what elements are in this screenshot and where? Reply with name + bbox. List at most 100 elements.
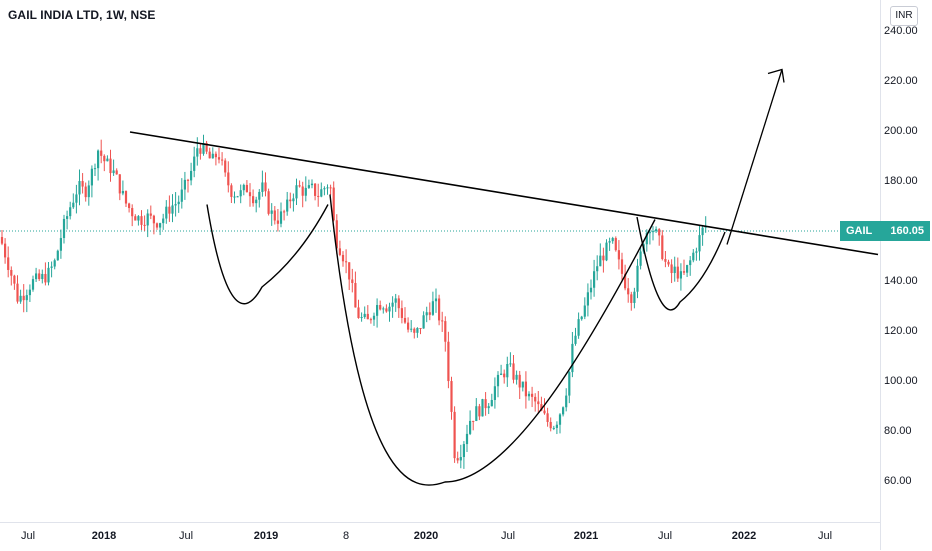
candle-body [593,271,596,288]
x-tick-label: 2021 [573,530,599,542]
candle-body [28,289,31,296]
candle-body [413,328,416,333]
candle-body [72,202,75,208]
candle-body [431,301,434,315]
candle-body [174,204,177,206]
candle-body [19,295,22,302]
candle-body [543,410,546,414]
x-tick-label: Jul [657,530,673,542]
candle-body [35,273,38,280]
candle-body [239,190,242,197]
price-axis[interactable] [880,0,932,550]
candle-body [38,273,41,280]
candle-body [469,420,472,434]
candle-body [329,187,332,189]
candle-body [624,273,627,289]
candle-body [69,207,72,217]
chart-area[interactable] [0,0,880,522]
candle-body [289,199,292,202]
candle-body [391,302,394,307]
currency-button[interactable]: INR [890,6,918,26]
x-tick-label: 2019 [253,530,279,542]
candle-body [428,312,431,315]
candle-body [124,191,128,204]
candle-body [397,298,400,309]
candle-body [379,305,382,310]
candle-body [295,185,298,199]
candle-body [682,271,686,273]
candle-body [571,343,574,373]
candle-body [193,156,196,171]
candle-body [546,413,549,422]
y-tick-label: 140.00 [884,275,918,287]
candle-body [555,424,558,428]
candle-body [304,187,307,196]
candle-body [478,406,481,417]
candle-body [487,406,490,409]
candle-body [258,191,261,200]
candle-body [196,148,199,157]
candle-body [245,184,248,193]
cup-arc [329,194,656,486]
candle-body [56,250,59,261]
candle-body [475,406,478,421]
candle-body [16,283,19,302]
candle-body [298,185,301,187]
candle-body [527,393,531,397]
candle-body [586,292,589,306]
candle-body [366,313,369,320]
candle-body [608,241,611,243]
candle-body [134,216,137,221]
candle-body [444,321,447,342]
candle-body [93,168,97,170]
candle-body [261,182,264,192]
candle-body [493,386,496,400]
candle-body [286,199,289,212]
candle-body [31,279,35,290]
candle-body [233,196,236,198]
candle-body [568,372,571,396]
x-tick-label: 2022 [731,530,757,542]
candle-body [78,181,81,195]
candle-body [162,218,165,224]
candle-body [168,206,171,214]
candle-body [456,458,459,461]
candle-body [583,305,586,317]
candle-body [248,192,252,197]
candle-body [645,232,648,245]
candle-body [50,266,53,268]
breakout-arrow-head [767,68,785,83]
candle-body [611,238,614,242]
candle-body [400,308,403,318]
candle-body [506,363,509,378]
candles-group [0,134,707,469]
candle-body [686,265,689,273]
candle-body [165,206,168,219]
candle-body [599,255,602,267]
candle-body [22,295,25,301]
price-chart[interactable] [0,0,880,522]
symbol-label: GAIL [846,225,873,237]
candle-body [410,328,413,330]
candle-body [698,235,701,252]
candle-body [338,248,341,255]
candle-body [419,328,422,330]
candle-body [692,252,695,261]
candle-body [620,259,624,274]
candle-body [462,444,465,458]
candle-body [667,261,670,265]
candle-body [447,341,450,382]
candle-body [670,264,673,274]
candle-body [453,411,456,459]
candle-body [512,363,515,380]
candle-body [109,158,112,174]
candle-body [425,312,428,316]
candle-body [118,174,121,194]
time-axis[interactable] [0,522,880,551]
y-tick-label: 60.00 [884,475,912,487]
candle-body [490,399,493,407]
candle-body [503,373,506,378]
candle-body [140,216,143,225]
candle-body [264,182,267,192]
candle-body [701,227,704,236]
